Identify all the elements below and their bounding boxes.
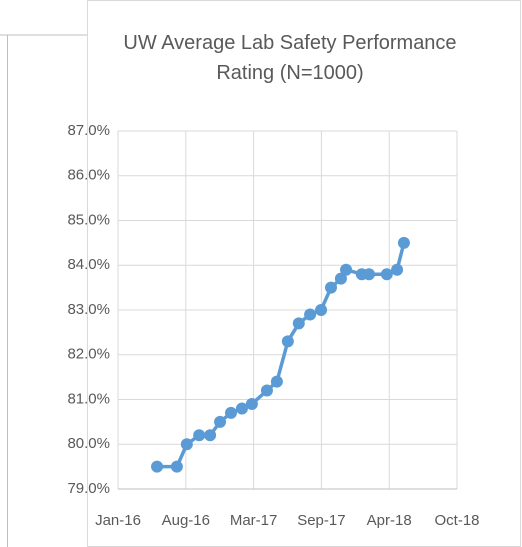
x-tick-label: Sep-17 [297, 512, 345, 529]
y-tick-label: 87.0% [67, 122, 110, 139]
data-point [225, 406, 237, 419]
x-tick-label: Mar-17 [230, 512, 278, 529]
data-point [324, 281, 337, 294]
data-point [397, 236, 410, 249]
data-point [281, 335, 294, 348]
data-point [270, 375, 283, 388]
data-point [193, 429, 206, 442]
y-tick-label: 85.0% [67, 211, 110, 228]
y-tick-label: 84.0% [67, 256, 110, 273]
y-tick-label: 81.0% [67, 390, 110, 407]
data-point [180, 438, 193, 451]
y-tick-label: 86.0% [67, 167, 110, 184]
x-tick-label: Jan-16 [95, 512, 141, 529]
data-point [315, 304, 328, 316]
data-point [245, 397, 258, 410]
data-point [204, 429, 217, 442]
y-tick-label: 82.0% [67, 346, 110, 363]
data-point [334, 272, 347, 285]
data-point [260, 384, 273, 397]
data-point [304, 308, 317, 321]
data-point [391, 263, 404, 276]
x-tick-label: Aug-16 [162, 512, 210, 529]
data-point [170, 460, 183, 473]
data-point [235, 402, 248, 415]
data-point [380, 268, 393, 281]
data-point [340, 263, 353, 276]
chart-title: UW Average Lab Safety Performance Rating… [123, 32, 457, 84]
data-point [292, 317, 305, 330]
data-point [151, 460, 164, 473]
data-point [362, 268, 375, 281]
x-tick-label: Apr-18 [367, 512, 412, 529]
data-point [214, 415, 227, 428]
y-tick-label: 79.0% [67, 480, 110, 497]
x-tick-label: Oct-18 [434, 512, 479, 529]
y-tick-label: 80.0% [67, 435, 110, 452]
y-tick-label: 83.0% [67, 301, 110, 318]
